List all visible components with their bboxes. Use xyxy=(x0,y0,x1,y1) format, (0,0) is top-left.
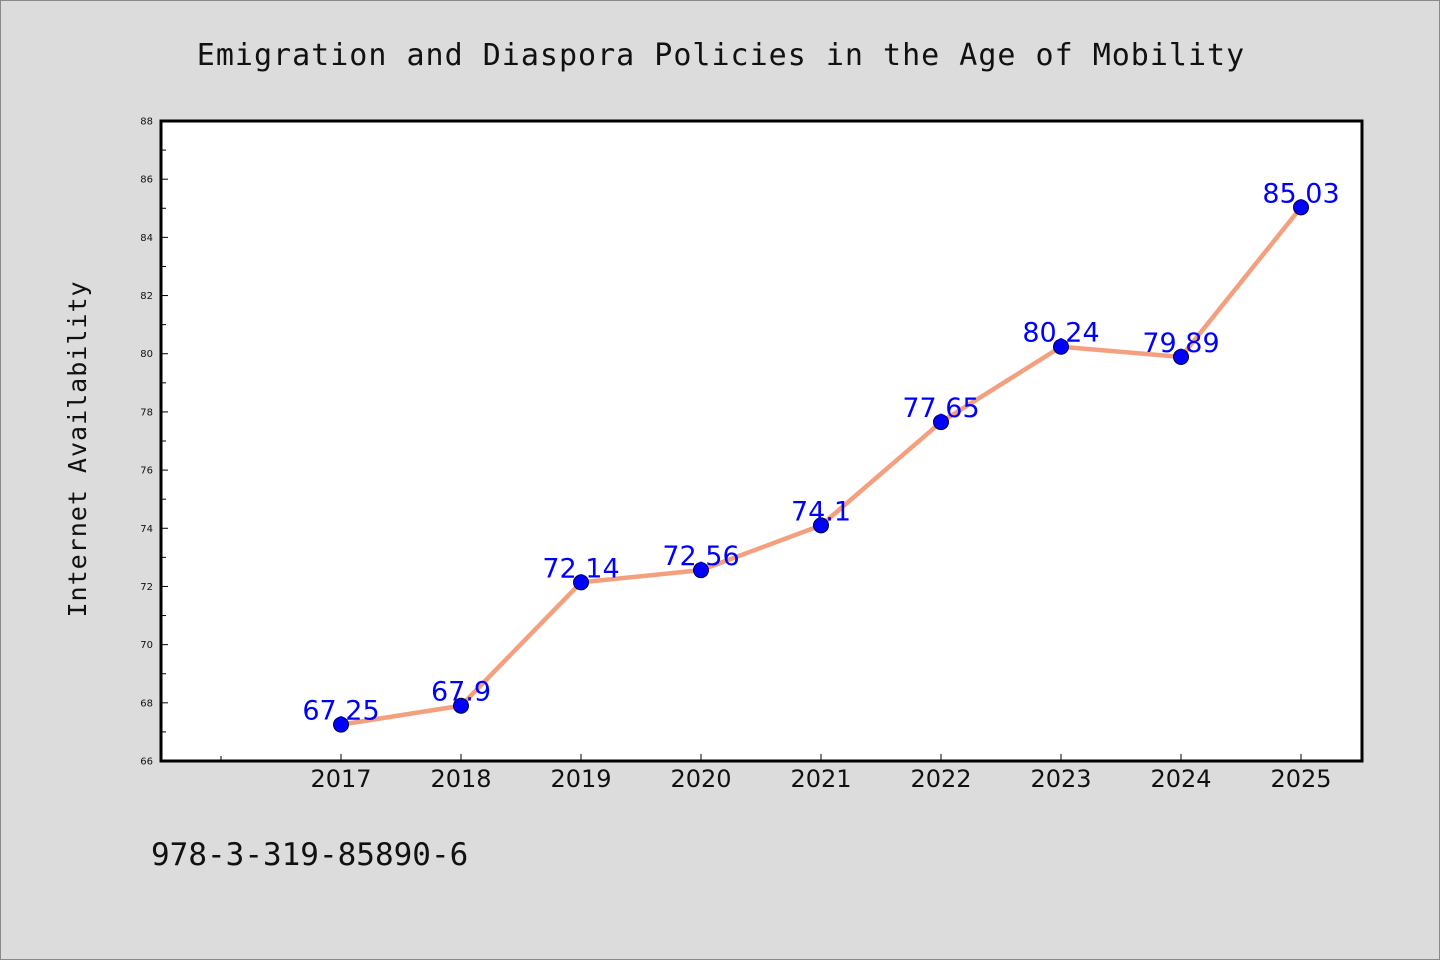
x-tick-label: 2017 xyxy=(310,765,371,793)
data-point xyxy=(693,562,709,579)
footer-isbn: 978-3-319-85890-6 xyxy=(151,837,468,873)
data-label: 72.14 xyxy=(542,553,619,584)
x-tick-label: 2025 xyxy=(1270,765,1331,793)
y-tick-label: 68 xyxy=(140,698,153,709)
y-tick-label: 84 xyxy=(140,233,153,244)
y-axis-label: Internet Availability xyxy=(63,280,92,617)
plot-area xyxy=(161,121,1362,761)
x-axis-ticks: 2017 2018 2019 2020 2021 2022 2023 2024 2025 xyxy=(220,754,1332,793)
data-point xyxy=(1053,338,1069,355)
y-tick-label: 74 xyxy=(140,524,153,535)
x-tick-label: 2024 xyxy=(1150,765,1211,793)
data-label: 72.56 xyxy=(662,541,739,572)
x-tick-label: 2022 xyxy=(910,765,971,793)
data-point xyxy=(573,574,589,591)
x-tick-label: 2023 xyxy=(1030,765,1091,793)
x-tick-label: 2018 xyxy=(430,765,491,793)
data-point xyxy=(453,697,469,714)
x-tick-label: 2019 xyxy=(550,765,611,793)
data-label-layer: 67.25 67.9 72.14 72.56 74.1 77.65 80.24 79.89 85… xyxy=(302,178,1339,726)
data-label: 67.9 xyxy=(431,677,491,708)
data-label: 74.1 xyxy=(791,496,851,527)
y-tick-label: 86 xyxy=(140,175,153,186)
chart-title: Emigration and Diaspora Policies in the … xyxy=(197,38,1245,73)
y-tick-label: 82 xyxy=(140,291,153,302)
data-label: 77.65 xyxy=(902,393,979,424)
x-tick-label: 2021 xyxy=(790,765,851,793)
data-label: 80.24 xyxy=(1022,318,1099,349)
plot-frame xyxy=(159,119,1364,763)
data-point xyxy=(1173,348,1189,365)
y-tick-label: 80 xyxy=(140,349,153,360)
y-tick-label: 76 xyxy=(140,466,153,477)
y-tick-label: 66 xyxy=(140,757,153,768)
data-point xyxy=(1293,199,1309,216)
data-point xyxy=(333,716,349,733)
y-tick-label: 78 xyxy=(140,407,153,418)
data-label: 85.03 xyxy=(1262,178,1339,209)
data-label: 67.25 xyxy=(302,696,379,727)
series-layer xyxy=(333,199,1309,733)
y-tick-label: 88 xyxy=(140,117,153,128)
y-axis-ticks: 66 68 70 72 74 76 78 80 82 84 86 88 xyxy=(140,117,168,768)
x-tick-label: 2020 xyxy=(670,765,731,793)
y-tick-label: 72 xyxy=(140,582,153,593)
y-tick-label: 70 xyxy=(140,640,153,651)
data-label: 79.89 xyxy=(1142,328,1219,359)
data-point xyxy=(813,517,829,534)
data-point xyxy=(933,414,949,431)
